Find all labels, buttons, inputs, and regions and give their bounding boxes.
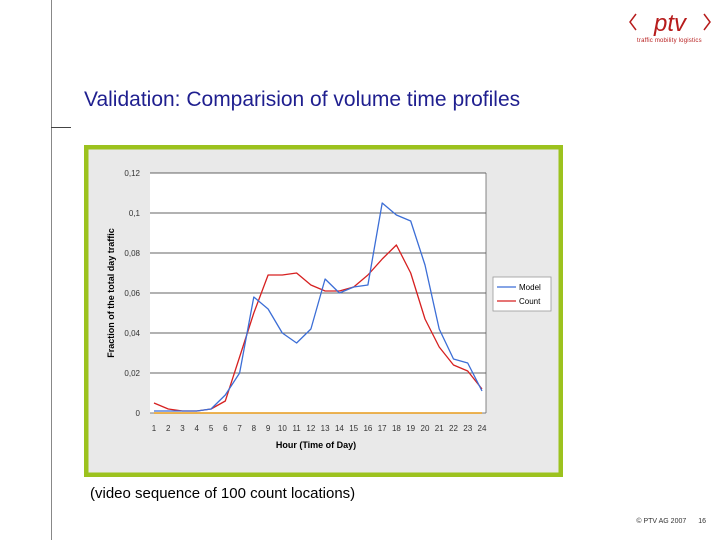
x-tick-label: 11 (292, 424, 301, 433)
y-tick-label: 0 (136, 409, 141, 418)
x-tick-label: 10 (278, 424, 287, 433)
x-tick-label: 19 (406, 424, 415, 433)
x-tick-label: 17 (378, 424, 387, 433)
page-title: Validation: Comparision of volume time p… (84, 88, 521, 111)
ptv-logo: ptv (629, 10, 711, 37)
logo-tagline: traffic mobility logistics (637, 38, 702, 44)
logo-chevron-right (703, 13, 711, 31)
logo-wordmark: ptv (653, 10, 688, 37)
copyright-notice: © PTV AG 2007 (636, 518, 687, 525)
x-tick-label: 15 (349, 424, 358, 433)
x-tick-label: 8 (252, 424, 257, 433)
x-tick-label: 16 (363, 424, 372, 433)
x-tick-label: 9 (266, 424, 271, 433)
x-tick-label: 22 (449, 424, 458, 433)
legend-label-count: Count (519, 297, 541, 306)
x-tick-label: 21 (435, 424, 444, 433)
x-tick-label: 7 (237, 424, 242, 433)
y-tick-label: 0,06 (124, 289, 140, 298)
x-tick-label: 13 (321, 424, 330, 433)
title-rule (51, 127, 71, 128)
logo-chevron-left (629, 13, 637, 31)
x-tick-label: 3 (180, 424, 185, 433)
x-tick-label: 1 (152, 424, 157, 433)
chart-caption: (video sequence of 100 count locations) (90, 485, 356, 502)
series-line-model (154, 202, 483, 412)
x-tick-label: 5 (209, 424, 214, 433)
legend-box (492, 276, 552, 312)
y-tick-label: 0,1 (129, 209, 141, 218)
x-tick-label: 14 (335, 424, 344, 433)
y-tick-labels: 0 0,02 0,04 0,06 0,08 0,1 0,12 (124, 169, 140, 418)
legend-label-model: Model (519, 283, 541, 292)
legend: Model Count (492, 276, 552, 312)
x-tick-label: 12 (306, 424, 315, 433)
left-divider-line (51, 0, 52, 540)
x-tick-label: 18 (392, 424, 401, 433)
y-axis-label: Fraction of the total day traffic (106, 228, 116, 358)
y-tick-label: 0,02 (124, 369, 140, 378)
x-tick-label: 4 (195, 424, 200, 433)
x-tick-labels: 1 2 3 4 5 6 7 8 9 10 11 12 13 14 15 16 17 18 19 20 21 22 23 24 (152, 424, 487, 433)
page-number: 16 (698, 518, 706, 525)
x-tick-label: 24 (478, 424, 487, 433)
series-lines (153, 202, 483, 414)
x-tick-label: 2 (166, 424, 171, 433)
y-tick-label: 0,08 (124, 249, 140, 258)
x-tick-label: 20 (421, 424, 430, 433)
y-tick-label: 0,12 (124, 169, 140, 178)
volume-time-profile-chart: 00,020,040,060,080,10,12 1 2 3 4 5 6 7 8 9 10 11 12… (84, 145, 563, 477)
x-tick-label: 6 (223, 424, 228, 433)
slide-footer: © PTV AG 2007 16 (626, 518, 706, 525)
x-axis-label: Hour (Time of Day) (276, 440, 356, 450)
y-tick-label: 0,04 (124, 329, 140, 338)
x-tick-label: 23 (463, 424, 472, 433)
